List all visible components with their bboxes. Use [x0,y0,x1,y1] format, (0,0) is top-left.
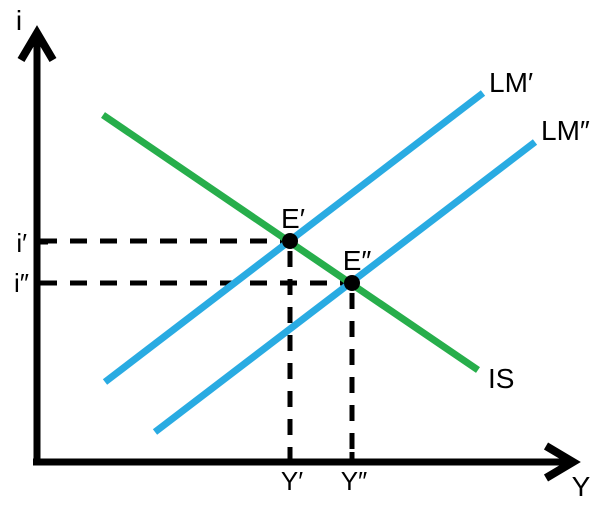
y-double-prime-value-label: Y″ [341,466,368,496]
lm-prime-label: LM′ [489,67,533,98]
is-label: IS [488,363,514,394]
i-double-prime-value-label: i″ [14,268,29,298]
e-prime-label: E′ [281,203,305,234]
e-double-prime-label: E″ [343,245,372,276]
y-axis-arrowhead-icon [17,25,57,63]
x-axis-label: Y [572,471,591,502]
equilibrium-point-e-double-prime [344,275,360,291]
x-axis-arrowhead-icon [543,442,581,482]
y-prime-value-label: Y′ [281,466,303,496]
lm-double-prime-curve [152,139,538,435]
y-axis-label: i [16,5,22,36]
lm-double-prime-label: LM″ [541,115,590,146]
i-prime-value-label: i′ [16,228,27,258]
equilibrium-point-e-prime [282,233,298,249]
